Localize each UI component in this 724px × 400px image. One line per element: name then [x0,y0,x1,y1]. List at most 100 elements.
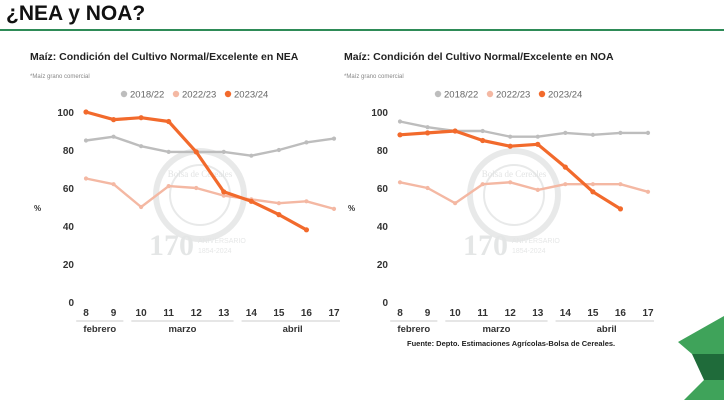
legend-marker-1 [172,90,180,98]
month-label-2: abril [283,324,303,335]
legend-label-1: 2022/23 [496,90,530,101]
series-0-point-6 [249,153,254,158]
series-2-point-6 [248,198,254,204]
series-1-point-2 [453,201,458,206]
x-tick-label-6: 14 [246,308,258,319]
series-0-point-6 [563,130,568,135]
y-tick-label-3: 60 [377,184,389,195]
legend-label-0: 2018/22 [130,90,164,101]
series-0-point-0 [397,119,403,124]
chart-title: Maíz: Condición del Cultivo Normal/Excel… [344,51,614,63]
y-tick-label-5: 100 [57,108,74,119]
series-0-point-9 [645,130,651,135]
month-label-1: marzo [168,324,196,335]
series-0-point-7 [276,147,281,153]
series-line-0 [84,135,336,157]
series-2-point-6 [562,164,568,170]
x-tick-label-4: 12 [505,308,517,319]
month-label-1: marzo [482,324,510,335]
series-2-point-4 [507,143,513,149]
y-tick-label-2: 40 [63,222,75,233]
source-note: Fuente: Depto. Estimaciones Agrícolas-Bo… [407,339,616,348]
x-tick-label-8: 16 [615,308,627,319]
watermark-ring-text: Bolsa de Cereales [482,169,547,179]
series-0-point-5 [221,149,226,154]
x-tick-label-8: 16 [301,308,313,319]
corner-logo [678,316,724,400]
series-2-point-8 [617,206,624,212]
legend-label-0: 2018/22 [444,90,478,101]
watermark-number: 170 [463,229,508,262]
series-2-point-2 [452,128,458,134]
y-tick-label-5: 100 [371,108,388,119]
series-1-point-7 [590,182,595,187]
series-2-point-0 [397,132,403,138]
watermark-ring-text: Bolsa de Cereales [168,169,233,179]
chart-subtitle: *Maíz grano comercial [30,74,90,80]
x-tick-label-1: 9 [111,308,117,319]
series-line-1 [84,177,336,211]
y-tick-label-1: 20 [63,260,75,271]
legend-label-2: 2023/24 [548,90,582,101]
x-tick-label-1: 9 [425,308,431,319]
series-2-point-7 [590,189,596,195]
series-1-point-7 [276,201,281,206]
watermark-number: 170 [149,229,194,262]
series-1-point-3 [166,184,171,189]
y-tick-label-2: 40 [377,222,389,233]
x-tick-label-6: 14 [560,308,572,319]
y-axis-label: % [348,204,355,213]
watermark-inner-ring [483,164,545,226]
legend-marker-0 [434,90,442,98]
x-tick-label-3: 11 [477,308,488,319]
series-0-point-1 [111,134,116,139]
series-2-point-3 [480,137,486,144]
x-tick-label-9: 17 [642,308,654,319]
x-tick-label-7: 15 [273,308,285,319]
series-2-point-5 [535,141,541,147]
y-tick-label-0: 0 [68,298,74,309]
x-tick-label-5: 13 [218,308,230,319]
y-tick-label-0: 0 [382,298,388,309]
logo-shape-mid [692,354,724,380]
series-1-point-3 [480,182,485,187]
month-label-0: febrero [397,324,430,335]
series-0-point-1 [425,125,430,130]
y-axis-label: % [34,204,41,213]
series-1-point-5 [221,193,226,198]
legend-marker-2 [538,90,546,98]
series-0-point-2 [139,144,144,149]
x-tick-label-9: 17 [328,308,340,319]
chart-title: Maíz: Condición del Cultivo Normal/Excel… [30,51,299,63]
series-2-point-7 [276,212,282,218]
watermark-ring [467,148,561,242]
x-tick-label-0: 8 [397,308,403,319]
logo-shape-bottom [684,380,724,400]
x-tick-label-0: 8 [83,308,89,319]
legend-marker-2 [224,90,232,98]
series-1-point-5 [535,187,540,192]
series-2-point-2 [138,115,144,121]
legend-label-2: 2023/24 [234,90,268,101]
x-tick-label-5: 13 [532,308,544,319]
series-0-point-0 [83,138,89,143]
y-tick-label-3: 60 [63,184,75,195]
month-label-0: febrero [83,324,116,335]
x-tick-label-4: 12 [191,308,203,319]
series-2-point-1 [424,130,431,136]
watermark-sub2: 1854-2024 [512,248,546,255]
series-0-point-8 [304,140,309,145]
slide-title: ¿NEA y NOA? [6,2,146,25]
x-tick-label-3: 11 [163,308,174,319]
series-0-point-9 [331,136,337,141]
series-1-point-6 [563,182,568,187]
series-1-point-4 [194,185,199,191]
series-2-point-1 [110,117,117,123]
series-1-point-9 [331,206,337,211]
title-divider [0,29,724,31]
series-1-point-0 [397,180,403,185]
legend-marker-0 [120,90,128,98]
series-0-point-3 [166,149,171,154]
